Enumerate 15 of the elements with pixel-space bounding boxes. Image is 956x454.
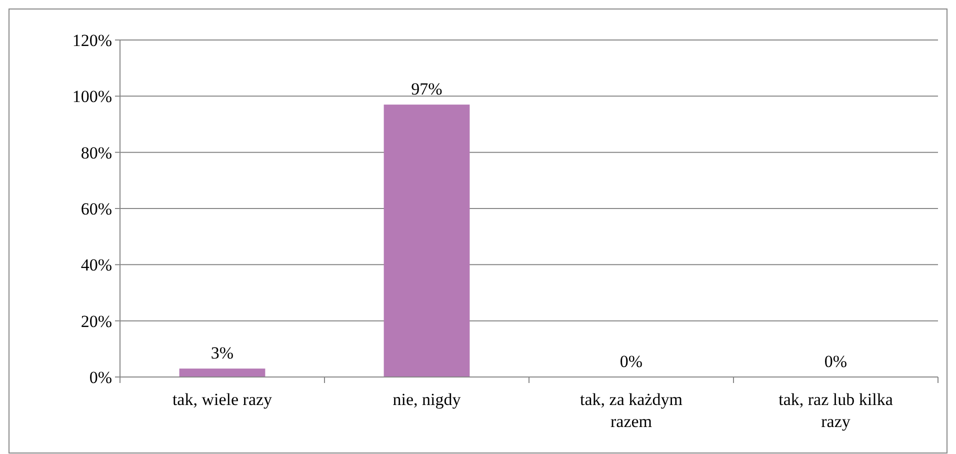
y-tick-label: 60% [80, 199, 112, 218]
data-label: 3% [210, 344, 234, 363]
x-tick-label: tak, wiele razy [172, 390, 273, 409]
y-tick-label: 120% [72, 30, 112, 50]
x-tick-label: tak, raz lub kilka razy [778, 390, 894, 431]
y-tick-label: 40% [80, 256, 112, 275]
data-label: 0% [824, 352, 848, 371]
y-tick-label: 0% [89, 368, 112, 387]
x-tick-label: tak, za każdym razem [580, 390, 682, 431]
data-label: 97% [411, 80, 442, 99]
x-tick-label: nie, nigdy [392, 390, 462, 409]
y-tick-label: 20% [80, 312, 112, 331]
y-tick-label: 100% [72, 87, 112, 106]
data-label: 0% [620, 352, 643, 371]
y-tick-label: 80% [80, 143, 112, 162]
